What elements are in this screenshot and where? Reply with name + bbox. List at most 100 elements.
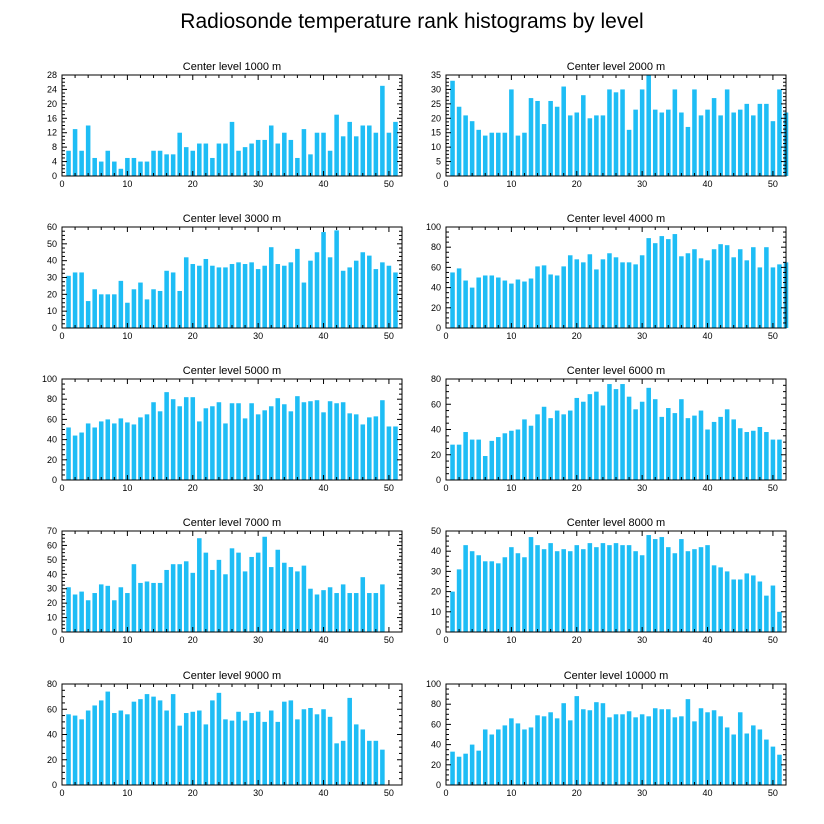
x-tick-label: 40 xyxy=(703,635,713,645)
bar xyxy=(613,714,619,785)
bar xyxy=(737,428,743,480)
bar xyxy=(515,279,521,328)
bar xyxy=(151,289,156,328)
y-tick-label: 30 xyxy=(431,566,441,576)
bar xyxy=(288,262,294,328)
bar xyxy=(456,569,462,632)
bar xyxy=(138,417,143,480)
bar xyxy=(567,255,573,328)
bar xyxy=(692,249,697,328)
bar xyxy=(327,401,333,480)
panel-title: Center level 5000 m xyxy=(183,365,281,377)
panels: Center level 1000 m0 10 20 30 40 500481216202… xyxy=(42,61,789,798)
y-tick-label: 50 xyxy=(47,555,57,565)
bar xyxy=(751,115,756,176)
bar xyxy=(646,238,651,328)
bar xyxy=(125,593,130,632)
bar xyxy=(203,408,209,480)
bar xyxy=(633,717,638,785)
bar xyxy=(393,426,398,480)
bar xyxy=(770,121,776,176)
bar xyxy=(295,571,300,632)
bar xyxy=(737,249,743,328)
bar xyxy=(692,89,697,176)
x-tick-label: 40 xyxy=(703,179,713,189)
chart-panel: Center level 9000 m 0 10 20 30 40 50 0 20 40 60 80 xyxy=(47,670,403,798)
bar xyxy=(528,425,534,480)
bar xyxy=(646,387,651,480)
bar xyxy=(751,575,756,632)
bar xyxy=(242,571,248,632)
bar xyxy=(367,255,372,328)
bar xyxy=(288,139,294,176)
bar xyxy=(380,584,385,632)
bar xyxy=(79,432,84,480)
bar xyxy=(353,260,359,328)
x-tick-label: 10 xyxy=(506,788,516,798)
bar xyxy=(66,275,71,328)
bar xyxy=(777,611,782,632)
bar xyxy=(131,701,137,785)
bar xyxy=(216,559,222,632)
bar xyxy=(98,161,104,176)
bar xyxy=(367,417,372,480)
bar xyxy=(633,109,638,176)
bar xyxy=(600,543,606,632)
bar xyxy=(528,727,534,785)
x-tick-label: 40 xyxy=(319,331,329,341)
bar xyxy=(711,710,717,785)
bar xyxy=(223,267,228,328)
figure-title: Radiosonde temperature rank histograms b… xyxy=(180,10,643,33)
bar xyxy=(236,262,241,328)
bar xyxy=(685,551,691,632)
bar xyxy=(170,399,176,480)
bar xyxy=(131,289,137,328)
bar xyxy=(262,536,267,632)
y-tick-label: 20 xyxy=(47,755,57,765)
x-tick-label: 50 xyxy=(384,179,394,189)
bar xyxy=(295,396,300,480)
y-tick-label: 20 xyxy=(431,760,441,770)
bar xyxy=(496,437,501,480)
x-tick-label: 50 xyxy=(384,331,394,341)
x-tick-label: 50 xyxy=(384,635,394,645)
bar xyxy=(587,394,593,480)
bar xyxy=(764,247,769,328)
bar xyxy=(574,112,580,176)
bar xyxy=(679,256,684,328)
bar xyxy=(535,545,540,632)
bar xyxy=(138,282,143,328)
chart-panel: Center level 1000 m 0 10 20 30 40 50 0 4 8 12 16 20 2… xyxy=(47,61,403,189)
bar xyxy=(118,168,124,176)
x-tick-label: 10 xyxy=(506,331,516,341)
bar xyxy=(118,418,124,480)
bar xyxy=(535,414,540,480)
bar xyxy=(679,112,684,176)
bar xyxy=(705,260,710,328)
bar xyxy=(282,404,287,480)
y-tick-label: 0 xyxy=(436,627,441,637)
y-tick-label: 60 xyxy=(47,414,57,424)
bar xyxy=(509,89,514,176)
bar xyxy=(327,257,333,328)
bar xyxy=(711,249,717,328)
x-tick-label: 30 xyxy=(253,635,263,645)
bar xyxy=(353,414,359,480)
bar xyxy=(633,551,638,632)
bar xyxy=(574,397,580,480)
y-tick-label: 70 xyxy=(47,526,57,536)
bar xyxy=(541,124,547,176)
bar xyxy=(170,272,176,328)
bar xyxy=(144,299,150,328)
x-tick-label: 20 xyxy=(572,331,582,341)
bar xyxy=(672,89,678,176)
bar xyxy=(639,401,645,480)
bar xyxy=(125,302,130,328)
x-tick-label: 20 xyxy=(188,635,198,645)
bar xyxy=(360,424,366,480)
bar xyxy=(764,595,769,632)
y-tick-label: 0 xyxy=(436,323,441,333)
bar xyxy=(216,692,222,785)
bar xyxy=(620,714,625,785)
